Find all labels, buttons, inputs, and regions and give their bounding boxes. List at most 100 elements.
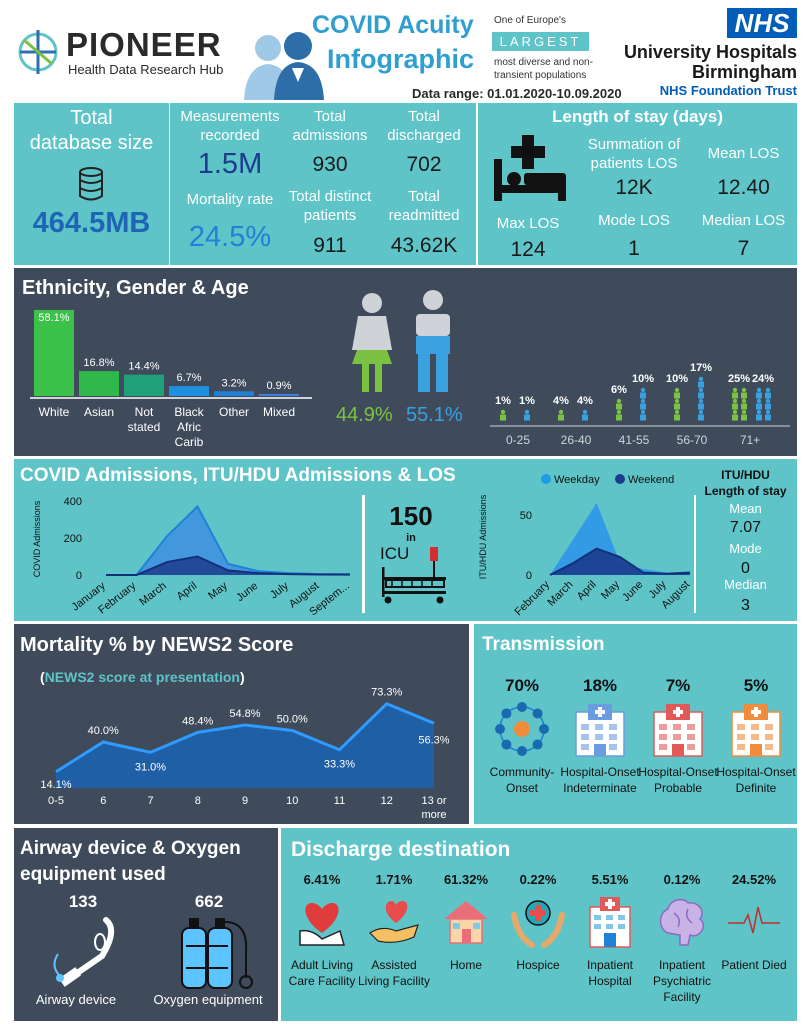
- mean-los-value: 12.40: [717, 176, 770, 199]
- home-icon: [444, 901, 488, 944]
- europe-text-2: most diverse and non-: [494, 57, 593, 68]
- person-icon: [765, 392, 771, 399]
- person-icon: [756, 414, 762, 421]
- person-icon: [558, 414, 564, 421]
- discharge-panel: Discharge destination 6.41% Adult Living …: [281, 828, 797, 1021]
- news2-point-label: 48.4%: [182, 715, 213, 727]
- discharge-item: 0.22% Hospice: [501, 872, 575, 973]
- hospital-window: [581, 734, 589, 740]
- person-icon: [741, 392, 747, 399]
- news2-subtitle-open: (: [40, 669, 45, 685]
- community-icon: [495, 702, 549, 756]
- trust-name-3: NHS Foundation Trust: [659, 83, 797, 98]
- hospital-door: [672, 744, 684, 756]
- itu-mode-value: 0: [741, 560, 750, 577]
- house-window: [473, 923, 480, 929]
- oxygen-count: 662: [194, 892, 224, 911]
- los-title: Length of stay (days): [552, 107, 723, 126]
- age-pct-label: 4%: [553, 395, 569, 407]
- hospital-bed-icon: [494, 135, 566, 201]
- age-group-label: 26-40: [561, 433, 592, 447]
- database-label-2: database size: [29, 132, 154, 154]
- legend-weekday-dot: [541, 474, 551, 484]
- discharge-pct: 1.71%: [375, 872, 413, 887]
- database-label-1: Total: [70, 107, 113, 129]
- news2-point-label: 50.0%: [277, 714, 308, 726]
- hospice-icon: [511, 900, 565, 948]
- hospital-window: [765, 724, 773, 730]
- helping-hand-icon: [369, 901, 419, 943]
- itu-median-value: 3: [741, 597, 750, 614]
- sum-los-label-2: patients LOS: [590, 155, 678, 172]
- person-icon: [616, 398, 622, 404]
- date-range: Data range: 01.01.2020-10.09.2020: [412, 86, 622, 101]
- discharge-item: 5.51% Inpatient Hospital: [573, 872, 647, 989]
- age-group-label: 41-55: [619, 433, 650, 447]
- hospital-cross: [673, 707, 683, 717]
- person-icon: [674, 387, 680, 393]
- ethnicity-chart: 58.1% White 16.8% Asian 14.4% Not stated 6.7% Bl…: [30, 310, 312, 449]
- hospital-window: [594, 924, 601, 929]
- person-icon: [732, 387, 738, 393]
- airway-title-2: equipment used: [20, 864, 166, 885]
- person-icon: [616, 403, 622, 410]
- stats-panel: Measurements recorded 1.5M Mortality rat…: [170, 103, 476, 265]
- hospital-icon: [589, 897, 631, 948]
- transmission-item: 18% Hospital-Onset Indeterminate: [560, 676, 640, 796]
- person-icon: [756, 387, 762, 393]
- person-icon: [674, 392, 680, 399]
- transmission-label: Hospital-Onset Probable: [638, 765, 718, 795]
- europe-largest: LARGEST: [492, 32, 589, 51]
- person-icon: [640, 403, 646, 410]
- hospital-window: [606, 924, 613, 929]
- news2-x-label: 9: [242, 795, 248, 807]
- discharge-item: 1.71% Assisted Living Facility: [357, 872, 431, 989]
- readmitted-value: 43.62K: [390, 234, 458, 257]
- admissions-y-tick: 0: [76, 570, 82, 582]
- hospital-window: [765, 734, 773, 740]
- heart-shape: [305, 903, 339, 933]
- age-group-label: 71+: [740, 433, 760, 447]
- transmission-pct: 70%: [504, 676, 540, 695]
- news2-point-label: 14.1%: [40, 779, 71, 791]
- mode-los-label: Mode LOS: [598, 212, 670, 229]
- discharge-label: Home: [449, 958, 482, 972]
- discharged-value: 702: [406, 153, 442, 176]
- news2-area: [56, 703, 434, 788]
- person-icon: [765, 398, 771, 404]
- database-size: 464.5MB: [32, 207, 151, 239]
- itu-month-label: March: [545, 579, 575, 609]
- discharge-label: Inpatient Hospital: [586, 958, 634, 988]
- sum-los-value: 12K: [615, 176, 653, 199]
- logo-name: PIONEER: [66, 26, 222, 63]
- person-icon: [698, 409, 704, 415]
- itu-mean-value: 7.07: [729, 519, 762, 536]
- house-window: [453, 923, 460, 929]
- hospice-cross: [530, 905, 546, 921]
- news2-x-label: 11: [334, 795, 345, 807]
- news2-point-label: 33.3%: [324, 759, 355, 771]
- demographics-title: Ethnicity, Gender & Age: [22, 277, 249, 299]
- weekday-area: [106, 506, 350, 575]
- ethnicity-bar: [34, 310, 74, 396]
- transmission-title: Transmission: [482, 634, 605, 655]
- discharge-pct: 5.51%: [591, 872, 629, 887]
- community-person: [539, 724, 549, 734]
- trust-name-1: University Hospitals: [623, 42, 797, 62]
- itu-month-label: June: [620, 579, 645, 604]
- admissions-y-label: COVID Admissions: [32, 500, 42, 577]
- hospital-door: [594, 744, 606, 756]
- discharge-label: Hospice: [516, 958, 560, 972]
- admissions-month-label: April: [175, 580, 200, 603]
- age-pct-label: 1%: [495, 395, 511, 407]
- transmission-item: 5% Hospital-Onset Definite: [716, 676, 796, 796]
- person-icon: [500, 414, 506, 421]
- transmission-label: Community-Onset: [489, 765, 555, 795]
- person-icon: [698, 387, 704, 393]
- heartbeat-icon: [728, 906, 780, 934]
- hospital-window: [581, 724, 589, 730]
- hospital-window: [751, 734, 759, 740]
- age-pct-label: 24%: [752, 373, 774, 385]
- readmitted-label-2: readmitted: [388, 207, 460, 224]
- community-person: [501, 708, 512, 719]
